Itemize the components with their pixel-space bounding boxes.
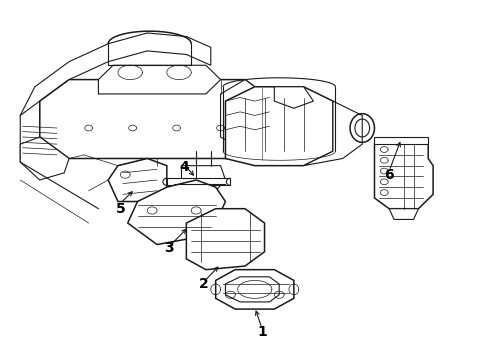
Text: 5: 5 (116, 202, 125, 216)
Polygon shape (374, 144, 433, 209)
Polygon shape (374, 137, 428, 144)
Text: 1: 1 (257, 325, 267, 339)
Polygon shape (20, 101, 64, 169)
Polygon shape (167, 178, 230, 185)
Polygon shape (304, 101, 362, 166)
Polygon shape (225, 277, 279, 302)
Polygon shape (274, 87, 314, 108)
Polygon shape (98, 65, 220, 94)
Text: 3: 3 (165, 241, 174, 255)
Text: 6: 6 (384, 168, 394, 182)
Polygon shape (220, 80, 274, 151)
Polygon shape (128, 180, 225, 244)
Polygon shape (216, 270, 294, 309)
Polygon shape (40, 80, 274, 158)
Text: 2: 2 (198, 277, 208, 291)
Text: 4: 4 (179, 161, 189, 175)
Polygon shape (389, 209, 418, 220)
Polygon shape (225, 87, 333, 166)
Polygon shape (186, 209, 265, 270)
Polygon shape (181, 166, 225, 191)
Polygon shape (20, 137, 69, 180)
Polygon shape (108, 158, 167, 202)
Polygon shape (20, 33, 211, 126)
